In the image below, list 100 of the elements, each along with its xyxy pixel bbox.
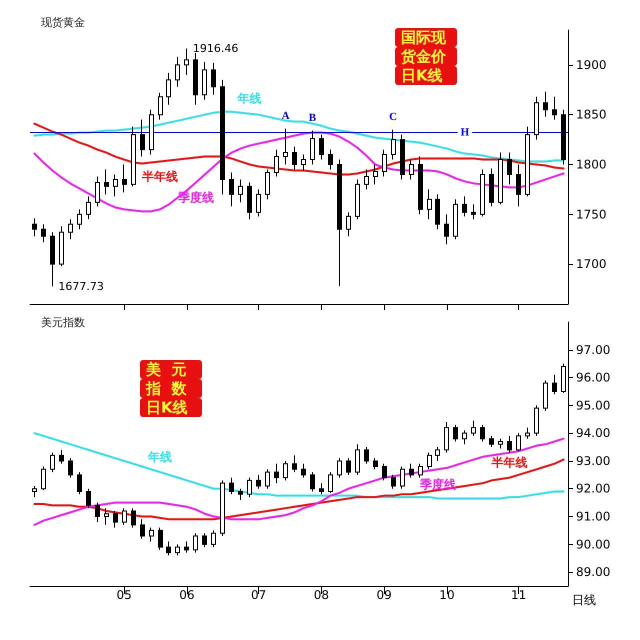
series-label: 年线 bbox=[147, 450, 172, 464]
annotation: 指 数 bbox=[145, 380, 188, 398]
candlestick bbox=[247, 182, 252, 220]
candlestick bbox=[229, 477, 234, 495]
candlestick bbox=[337, 159, 342, 287]
y-tick-label: 97.00 bbox=[576, 342, 610, 357]
candlestick bbox=[552, 374, 557, 395]
x-tick-label: 06 bbox=[179, 588, 195, 602]
candlestick bbox=[561, 109, 566, 166]
candlestick bbox=[220, 79, 225, 195]
candlestick bbox=[122, 164, 127, 193]
candlestick bbox=[95, 176, 100, 207]
candlestick bbox=[310, 472, 315, 492]
line-series bbox=[33, 432, 565, 500]
annotation: 日K线 bbox=[146, 398, 188, 416]
candlestick bbox=[184, 541, 189, 554]
candlestick bbox=[77, 472, 82, 495]
y-tick-label: 1800 bbox=[576, 158, 607, 172]
candlestick bbox=[364, 168, 369, 190]
y-tick-label: 1900 bbox=[576, 58, 607, 72]
candlestick bbox=[86, 196, 91, 220]
candlestick bbox=[301, 463, 306, 478]
annotation: 日K线 bbox=[401, 66, 443, 84]
candlestick bbox=[453, 198, 458, 240]
series-label: 半年线 bbox=[490, 456, 528, 470]
candlestick bbox=[140, 518, 145, 540]
y-tick-label: 96.00 bbox=[576, 370, 610, 385]
candlestick bbox=[238, 488, 243, 500]
y-tick-label: 90.00 bbox=[576, 537, 610, 552]
candlestick bbox=[229, 172, 234, 207]
candlestick bbox=[328, 472, 333, 494]
candlestick bbox=[95, 502, 100, 523]
candlestick bbox=[552, 96, 557, 120]
candlestick bbox=[435, 194, 440, 230]
candlestick bbox=[32, 218, 37, 237]
candlestick bbox=[149, 109, 154, 156]
candlestick bbox=[131, 508, 136, 528]
candlestick bbox=[471, 420, 476, 436]
candlestick bbox=[131, 126, 136, 187]
candlestick bbox=[274, 463, 279, 484]
candlestick bbox=[283, 460, 288, 481]
candlestick bbox=[32, 485, 37, 498]
candlestick bbox=[122, 508, 127, 526]
candlestick bbox=[373, 164, 378, 185]
candlestick bbox=[175, 56, 180, 88]
y-tick-label: 1850 bbox=[576, 108, 607, 122]
candlestick bbox=[364, 446, 369, 464]
candlestick bbox=[534, 404, 539, 436]
candlestick bbox=[444, 214, 449, 245]
x-tick-label: 10 bbox=[439, 588, 455, 602]
y-tick-label: 94.00 bbox=[576, 426, 610, 440]
series-label: 年线 bbox=[236, 92, 262, 106]
candlestick bbox=[471, 204, 476, 220]
candlestick bbox=[211, 62, 216, 96]
y-tick-label: 95.00 bbox=[576, 398, 610, 412]
candlestick bbox=[220, 480, 225, 536]
annotation: 1677.73 bbox=[58, 280, 104, 293]
chart-title: 美元指数 bbox=[41, 316, 85, 329]
candlestick bbox=[301, 154, 306, 172]
candlestick bbox=[427, 188, 432, 220]
candlestick bbox=[265, 468, 270, 490]
candlestick bbox=[175, 544, 180, 556]
candlestick bbox=[355, 444, 360, 476]
candlestick bbox=[382, 463, 387, 481]
annotation: 货金价 bbox=[400, 48, 447, 66]
candlestick bbox=[543, 91, 548, 118]
y-tick-label: 91.00 bbox=[576, 510, 610, 524]
candlestick bbox=[59, 449, 64, 464]
x-axis-title: 日线 bbox=[572, 593, 596, 607]
candlestick bbox=[256, 474, 261, 490]
candlestick bbox=[507, 435, 512, 454]
candlestick bbox=[516, 432, 521, 452]
candlestick bbox=[158, 92, 163, 120]
candlestick bbox=[86, 488, 91, 509]
candlestick bbox=[382, 149, 387, 177]
annotation: A bbox=[282, 110, 290, 122]
candlestick bbox=[77, 208, 82, 230]
y-tick-label: 1700 bbox=[576, 257, 607, 272]
candlestick bbox=[319, 134, 324, 160]
candlestick bbox=[462, 430, 467, 445]
annotation: 1916.46 bbox=[192, 42, 238, 55]
x-tick-label: 11 bbox=[511, 588, 526, 602]
candlestick bbox=[149, 527, 154, 542]
candlestick bbox=[516, 164, 521, 207]
candlestick bbox=[373, 458, 378, 470]
candlestick bbox=[409, 159, 414, 180]
candlestick bbox=[525, 427, 530, 440]
annotation: 国际现 bbox=[401, 28, 447, 46]
y-tick-label: 89.00 bbox=[576, 565, 610, 580]
candlestick bbox=[238, 178, 243, 203]
candlestick bbox=[543, 380, 548, 412]
candlestick bbox=[68, 458, 73, 478]
candlestick bbox=[400, 466, 405, 490]
candlestick bbox=[489, 168, 494, 207]
candlestick bbox=[489, 435, 494, 448]
candlestick bbox=[561, 363, 566, 394]
candlestick bbox=[166, 541, 171, 556]
candlestick bbox=[319, 482, 324, 495]
candlestick bbox=[498, 438, 503, 449]
x-tick-label: 08 bbox=[314, 588, 330, 602]
